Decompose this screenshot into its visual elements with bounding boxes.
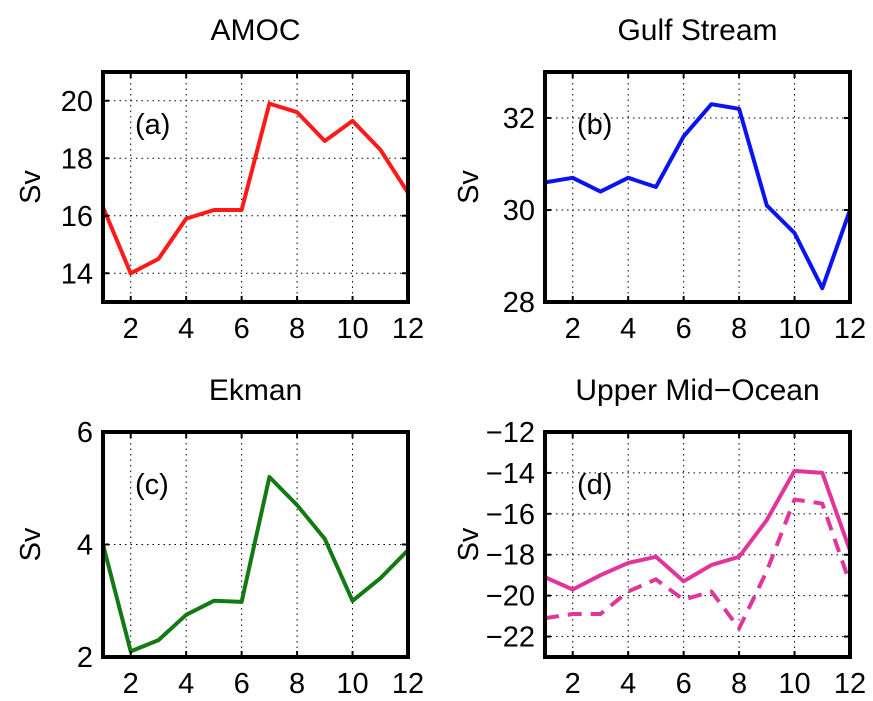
series-line-dashed xyxy=(545,497,850,631)
panel-label: (b) xyxy=(577,109,612,141)
axes-frame xyxy=(101,430,410,659)
y-tick-label: 6 xyxy=(77,417,93,449)
x-tick-label: 2 xyxy=(565,313,581,345)
x-tick-label: 2 xyxy=(123,668,139,700)
x-tick-label: 10 xyxy=(336,668,368,700)
series-line xyxy=(103,101,408,276)
chart-panel-3: 2 4 6 8 10 12 2 4 6 Ekman Sv (c) xyxy=(15,374,424,700)
y-axis-label: Sv xyxy=(453,527,485,561)
chart-title: AMOC xyxy=(211,14,301,47)
x-tick-label: 8 xyxy=(731,313,747,345)
x-tick-label: 6 xyxy=(234,668,250,700)
chart-title: Gulf Stream xyxy=(617,14,777,47)
x-tick-label: 12 xyxy=(834,668,866,700)
axes-frame xyxy=(543,430,852,659)
x-tick-label: 2 xyxy=(565,668,581,700)
y-tick-label: −12 xyxy=(486,417,535,449)
chart-panel-1: 2 4 6 8 10 12 14 16 18 20 AMOC Sv (a) xyxy=(15,14,424,345)
y-tick-label: −22 xyxy=(486,622,535,654)
plot-area xyxy=(103,72,408,302)
plot-area xyxy=(545,72,850,302)
x-tick-label: 6 xyxy=(234,313,250,345)
y-tick-label: 30 xyxy=(503,195,535,227)
y-tick-label: 4 xyxy=(77,530,93,562)
series-line xyxy=(103,475,408,654)
y-tick-label: −18 xyxy=(486,540,535,572)
x-tick-label: 12 xyxy=(834,313,866,345)
x-tick-label: 10 xyxy=(336,313,368,345)
y-axis-label: Sv xyxy=(453,170,485,204)
y-tick-label: 20 xyxy=(61,86,93,118)
x-tick-label: 2 xyxy=(123,313,139,345)
axes-frame xyxy=(543,70,852,304)
x-tick-label: 10 xyxy=(778,668,810,700)
x-tick-label: 8 xyxy=(289,668,305,700)
x-tick-label: 4 xyxy=(620,313,636,345)
y-tick-label: 2 xyxy=(77,642,93,674)
chart-panel-4: 2 4 6 8 10 12 −22 −20 −18 −16 −14 −12 Upper Mid−Ocea… xyxy=(453,374,866,700)
x-tick-label: 6 xyxy=(676,313,692,345)
y-tick-label: −16 xyxy=(486,499,535,531)
y-tick-label: 32 xyxy=(503,103,535,135)
x-tick-label: 12 xyxy=(392,313,424,345)
chart-title: Ekman xyxy=(209,374,302,407)
plot-area xyxy=(545,432,850,657)
x-tick-label: 10 xyxy=(778,313,810,345)
y-tick-label: 14 xyxy=(61,258,93,290)
chart-panel-2: 2 4 6 8 10 12 28 30 32 Gulf Stream Sv (b) xyxy=(453,14,866,345)
y-tick-label: 18 xyxy=(61,143,93,175)
y-axis-label: Sv xyxy=(15,527,47,561)
y-tick-label: 28 xyxy=(503,287,535,319)
panel-label: (d) xyxy=(577,469,612,501)
x-tick-label: 8 xyxy=(289,313,305,345)
panel-label: (c) xyxy=(135,469,169,501)
x-tick-label: 6 xyxy=(676,668,692,700)
axes-frame xyxy=(101,70,410,304)
x-tick-label: 12 xyxy=(392,668,424,700)
y-tick-label: −14 xyxy=(486,458,535,490)
y-tick-label: 16 xyxy=(61,201,93,233)
y-tick-label: −20 xyxy=(486,581,535,613)
x-tick-label: 4 xyxy=(178,313,194,345)
series-line xyxy=(545,102,850,291)
panel-label: (a) xyxy=(135,109,170,141)
x-tick-label: 8 xyxy=(731,668,747,700)
x-tick-label: 4 xyxy=(620,668,636,700)
series-line xyxy=(545,468,850,592)
chart-title: Upper Mid−Ocean xyxy=(575,374,819,407)
x-tick-label: 4 xyxy=(178,668,194,700)
y-axis-label: Sv xyxy=(15,170,47,204)
